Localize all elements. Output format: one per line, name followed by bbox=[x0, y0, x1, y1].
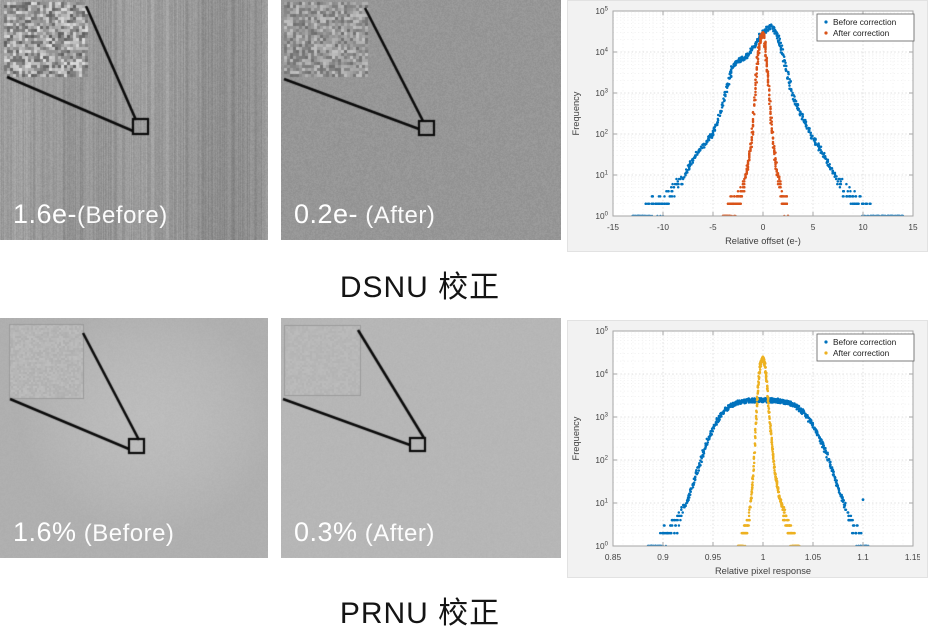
svg-text:15: 15 bbox=[908, 222, 918, 232]
legend-marker-1 bbox=[824, 351, 828, 355]
dsnu-after-label: 0.2e- (After) bbox=[294, 199, 435, 230]
dsnu-caption: DSNU 校正 bbox=[339, 271, 501, 304]
prnu-histogram-chart: 0.85 0.9 0.95 1 1.05 1.1 1.15 100 101 102 103 104 10… bbox=[567, 320, 928, 578]
svg-text:101: 101 bbox=[595, 498, 608, 508]
axis-ticks bbox=[612, 330, 914, 547]
svg-text:5: 5 bbox=[811, 222, 816, 232]
prnu-after-value: 0.3% bbox=[294, 517, 358, 547]
axes-box bbox=[612, 330, 914, 547]
series-0-dots bbox=[631, 23, 905, 216]
legend-marker-1 bbox=[824, 31, 828, 35]
dsnu-histogram-chart: -15 -10 -5 0 5 10 15 100 101 102 103 104 105 Relative… bbox=[567, 0, 928, 252]
prnu-before-qualifier: (Before) bbox=[76, 520, 175, 547]
dsnu-after-qualifier: (After) bbox=[358, 202, 436, 229]
edge-crop bbox=[920, 549, 927, 563]
svg-text:103: 103 bbox=[595, 88, 608, 98]
svg-text:0.85: 0.85 bbox=[605, 552, 622, 562]
svg-text:101: 101 bbox=[595, 170, 608, 180]
x-tick-labels: -15 -10 -5 0 5 10 15 bbox=[607, 222, 918, 232]
legend-label-0: Before correction bbox=[833, 17, 897, 27]
chart-svg: 0.85 0.9 0.95 1 1.05 1.1 1.1510010110210310410… bbox=[571, 326, 927, 576]
series-0-dots bbox=[646, 396, 870, 546]
legend-marker-0 bbox=[824, 20, 828, 24]
dsnu-before-value: 1.6e- bbox=[13, 199, 78, 229]
svg-text:100: 100 bbox=[595, 541, 608, 551]
dsnu-after-noise-image bbox=[281, 0, 561, 240]
svg-text:0.9: 0.9 bbox=[657, 552, 669, 562]
svg-text:0.95: 0.95 bbox=[705, 552, 722, 562]
svg-text:104: 104 bbox=[595, 47, 608, 57]
svg-text:1.15: 1.15 bbox=[905, 552, 922, 562]
prnu-caption: PRNU 校正 bbox=[339, 597, 501, 630]
series-1-dots bbox=[721, 31, 790, 216]
svg-text:105: 105 bbox=[595, 326, 608, 336]
axes-box bbox=[612, 10, 914, 217]
svg-text:104: 104 bbox=[595, 369, 608, 379]
dsnu-before-qualifier: (Before) bbox=[77, 202, 168, 229]
svg-text:0: 0 bbox=[761, 222, 766, 232]
dsnu-before-image-panel: 1.6e-(Before) bbox=[0, 0, 268, 240]
dsnu-after-value: 0.2e- bbox=[294, 199, 359, 229]
prnu-after-label: 0.3% (After) bbox=[294, 517, 435, 548]
prnu-after-noise-image bbox=[281, 318, 561, 558]
series-1-dots bbox=[736, 355, 801, 546]
svg-text:1.05: 1.05 bbox=[805, 552, 822, 562]
legend-label-1: After correction bbox=[833, 348, 890, 358]
svg-text:100: 100 bbox=[595, 211, 608, 221]
x-axis-label: Relative offset (e-) bbox=[725, 236, 801, 246]
dsnu-before-noise-image bbox=[0, 0, 268, 240]
dsnu-after-image-panel: 0.2e- (After) bbox=[281, 0, 561, 240]
chart-svg: -15 -10 -5 0 5 10 15 100 101 102 103 104 105 Relative… bbox=[571, 6, 918, 246]
x-tick-labels: 0.85 0.9 0.95 1 1.05 1.1 1.15 bbox=[605, 552, 922, 562]
svg-text:-5: -5 bbox=[709, 222, 717, 232]
svg-text:103: 103 bbox=[595, 412, 608, 422]
dsnu-before-label: 1.6e-(Before) bbox=[13, 199, 168, 230]
svg-text:102: 102 bbox=[595, 129, 608, 139]
svg-text:1: 1 bbox=[761, 552, 766, 562]
y-tick-labels: 100 101 102 103 104 105 bbox=[595, 6, 608, 221]
prnu-before-label: 1.6% (Before) bbox=[13, 517, 174, 548]
y-tick-labels: 100 101 102 103 104 105 bbox=[595, 326, 608, 551]
legend-label-0: Before correction bbox=[833, 337, 897, 347]
prnu-before-image-panel: 1.6% (Before) bbox=[0, 318, 268, 558]
svg-text:10: 10 bbox=[858, 222, 868, 232]
y-axis-label: Frequency bbox=[571, 91, 581, 135]
prnu-before-noise-image bbox=[0, 318, 268, 558]
svg-text:102: 102 bbox=[595, 455, 608, 465]
svg-text:-10: -10 bbox=[657, 222, 669, 232]
legend-marker-0 bbox=[824, 340, 828, 344]
prnu-after-image-panel: 0.3% (After) bbox=[281, 318, 561, 558]
legend-label-1: After correction bbox=[833, 28, 890, 38]
svg-text:105: 105 bbox=[595, 6, 608, 16]
prnu-before-value: 1.6% bbox=[13, 517, 77, 547]
svg-text:-15: -15 bbox=[607, 222, 619, 232]
prnu-after-qualifier: (After) bbox=[357, 520, 435, 547]
x-axis-label: Relative pixel response bbox=[715, 566, 811, 576]
svg-text:1.1: 1.1 bbox=[857, 552, 869, 562]
y-axis-label: Frequency bbox=[571, 416, 581, 460]
